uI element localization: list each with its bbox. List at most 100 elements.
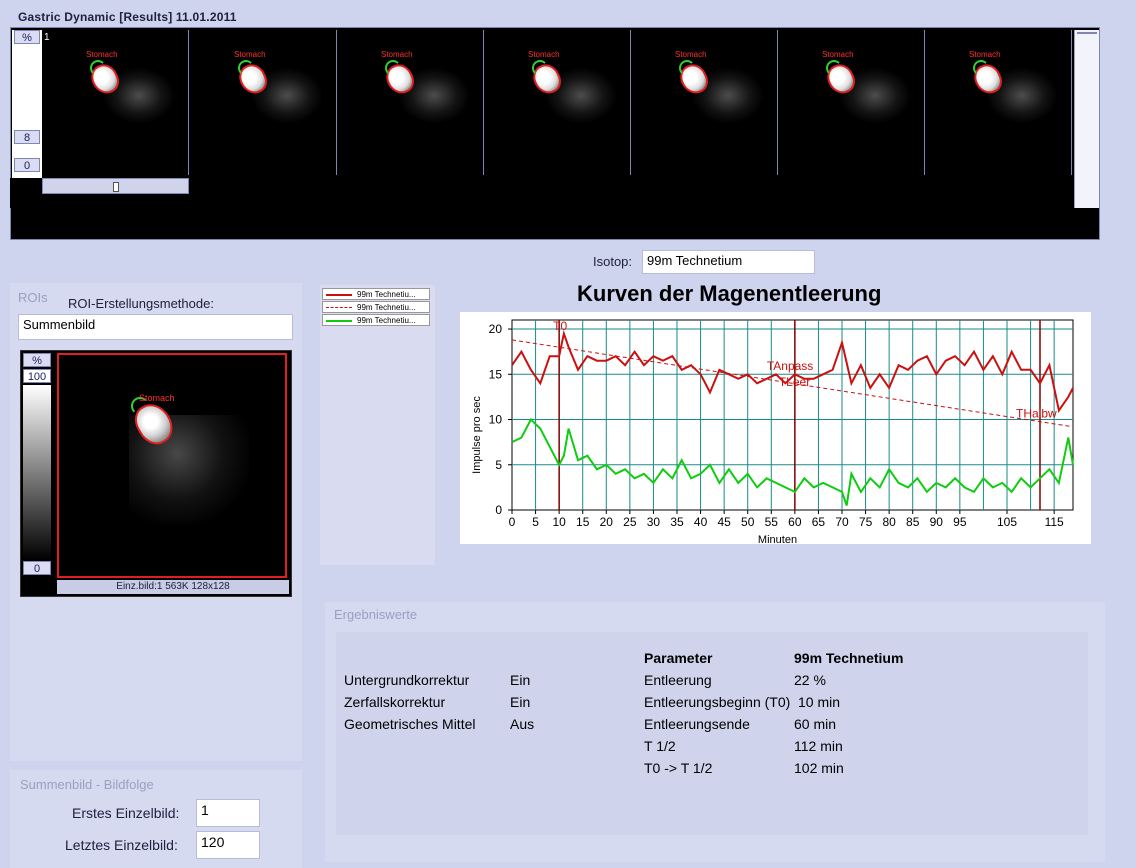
x-tick-label: 15 (576, 515, 590, 529)
result-value: 22 % (794, 672, 826, 688)
legend-swatch (326, 320, 352, 322)
roi-scale-min[interactable]: 0 (23, 561, 51, 575)
roi-method-label: ROI-Erstellungsmethode: (68, 296, 214, 311)
result-value: 102 min (794, 760, 844, 776)
roi-method-field[interactable]: Summenbild (18, 314, 293, 340)
x-tick-label: 70 (835, 515, 849, 529)
results-section-title: Ergebniswerte (334, 607, 418, 622)
x-tick-label: 115 (1045, 515, 1064, 529)
legend-label: 99m Technetiu... (357, 303, 416, 312)
frame-roi-label: Stomach (86, 50, 118, 59)
background-roi-arc (238, 60, 254, 76)
isotop-field[interactable]: 99m Technetium (642, 250, 815, 274)
frame-thumbnail[interactable]: Stomach 1 (42, 30, 189, 175)
strip-scale-max[interactable]: 8 (14, 130, 40, 144)
setting-value: Ein (510, 694, 531, 710)
frame-roi-label: Stomach (234, 50, 266, 59)
isotop-label: Isotop: (593, 254, 633, 269)
summenbild-section-title: Summenbild - Bildfolge (20, 777, 154, 792)
frame-thumbnail[interactable]: Stomach (484, 30, 631, 175)
roi-label: Stomach (139, 393, 175, 403)
window-title: Gastric Dynamic [Results] 11.01.2011 (18, 10, 237, 24)
series-line (511, 417, 1074, 506)
last-frame-label: Letztes Einzelbild: (65, 837, 178, 853)
legend-item[interactable]: 99m Technetiu... (322, 288, 430, 300)
roi-scale-unit: % (23, 353, 51, 367)
result-parameter: T 1/2 (644, 738, 676, 754)
x-tick-label: 30 (647, 515, 661, 529)
frame-thumbnail[interactable]: Stomach (337, 30, 484, 175)
result-value: 10 min (798, 694, 841, 710)
setting-label: Geometrisches Mittel (344, 716, 476, 732)
frame-thumbnail[interactable]: Stomach (190, 30, 337, 175)
setting-value: Aus (510, 716, 535, 732)
setting-label: Zerfallskorrektur (344, 694, 446, 710)
last-frame-input[interactable]: 120 (196, 831, 260, 859)
x-tick-label: 60 (788, 515, 802, 529)
frame-roi-label: Stomach (675, 50, 707, 59)
x-tick-label: 10 (552, 515, 566, 529)
legend-swatch (326, 307, 352, 308)
frame-roi-label: Stomach (969, 50, 1001, 59)
x-tick-label: 95 (953, 515, 967, 529)
roi-image-viewer[interactable]: % 100 0 Stomach Einz.bild:1 563K 128x128 (20, 350, 292, 597)
result-parameter: Entleerung (644, 672, 712, 688)
curve-annotation: TAnpass (767, 359, 813, 373)
x-tick-label: 5 (532, 515, 539, 529)
rois-section-title: ROIs (18, 290, 48, 305)
x-tick-label: 45 (717, 515, 731, 529)
legend-item[interactable]: 99m Technetiu... (322, 301, 430, 313)
result-parameter: T0 -> T 1/2 (644, 760, 713, 776)
frame-roi-label: Stomach (381, 50, 413, 59)
first-frame-label: Erstes Einzelbild: (72, 805, 180, 821)
strip-scale-min[interactable]: 0 (14, 158, 40, 172)
frame-roi-label: Stomach (822, 50, 854, 59)
x-tick-label: 40 (694, 515, 708, 529)
series-line (511, 339, 1074, 428)
result-value: 112 min (794, 738, 843, 754)
background-roi-arc (90, 60, 106, 76)
plot-frame (511, 319, 1074, 511)
frame-slider[interactable] (42, 178, 189, 194)
y-tick-label: 0 (495, 503, 502, 517)
emptying-curves-chart: 0 5 10 15 20 25 30 35 40 45 50 55 60 65 70 75 80 85 90 95 10… (471, 319, 1074, 546)
frame-thumbnail[interactable]: Stomach (925, 30, 1072, 175)
frame-slider-knob[interactable] (113, 182, 119, 192)
chart-legend: 99m Technetiu... 99m Technetiu... 99m Te… (320, 285, 435, 565)
roi-scale-max[interactable]: 100 (23, 369, 51, 383)
scrollbar-thumb[interactable] (1077, 32, 1097, 40)
first-frame-input[interactable]: 1 (196, 799, 260, 827)
x-tick-label: 75 (859, 515, 873, 529)
x-tick-label: 20 (600, 515, 614, 529)
frame-number: 1 (44, 32, 50, 43)
frame-thumbnail[interactable]: Stomach (778, 30, 925, 175)
setting-label: Untergrundkorrektur (344, 672, 470, 688)
roi-summed-image[interactable]: Stomach (57, 353, 287, 578)
x-tick-label: 50 (741, 515, 755, 529)
chart-title: Kurven der Magenentleerung (577, 281, 882, 306)
curve-annotation: THalbw (1016, 407, 1057, 421)
frame-thumbnail[interactable]: Stomach (631, 30, 778, 175)
legend-swatch (326, 294, 352, 296)
curve-annotation: TLeer (779, 375, 810, 389)
x-tick-label: 105 (997, 515, 1017, 529)
roi-color-scale (23, 385, 51, 560)
legend-item[interactable]: 99m Technetiu... (322, 314, 430, 326)
header-parameter: Parameter (644, 650, 713, 666)
y-tick-label: 20 (489, 322, 503, 336)
background-roi-arc[interactable] (131, 397, 149, 415)
x-tick-label: 85 (906, 515, 920, 529)
y-axis-label: Impulse pro sec (471, 396, 483, 474)
chart-area: 0 5 10 15 20 25 30 35 40 45 50 55 60 65 70 75 80 85 90 95 10… (460, 312, 1091, 546)
strip-scale-unit: % (14, 30, 40, 44)
x-tick-label: 90 (930, 515, 944, 529)
background-roi-arc (973, 60, 989, 76)
y-tick-label: 15 (489, 367, 503, 381)
strip-scrollbar[interactable] (1074, 30, 1099, 208)
y-tick-label: 10 (489, 413, 503, 427)
y-tick-label: 5 (495, 458, 502, 472)
x-axis-label: Minuten (758, 534, 797, 544)
result-parameter: Entleerungsbeginn (T0) (644, 694, 791, 710)
header-isotope: 99m Technetium (794, 650, 904, 666)
legend-label: 99m Technetiu... (357, 316, 416, 325)
